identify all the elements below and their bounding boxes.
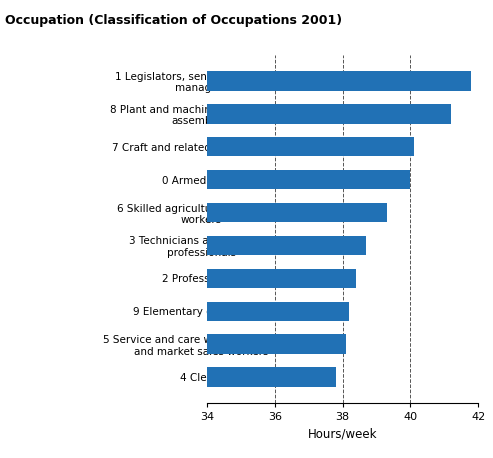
Bar: [207, 202, 387, 223]
X-axis label: Hours/week: Hours/week: [308, 428, 377, 441]
Bar: [207, 136, 414, 157]
Bar: [207, 71, 471, 91]
Bar: [207, 334, 346, 354]
Bar: [207, 268, 356, 289]
Bar: [207, 169, 410, 190]
Bar: [207, 235, 366, 256]
Text: Occupation (Classification of Occupations 2001): Occupation (Classification of Occupation…: [5, 14, 342, 27]
Bar: [207, 301, 350, 322]
Bar: [207, 367, 336, 387]
Bar: [207, 104, 451, 124]
